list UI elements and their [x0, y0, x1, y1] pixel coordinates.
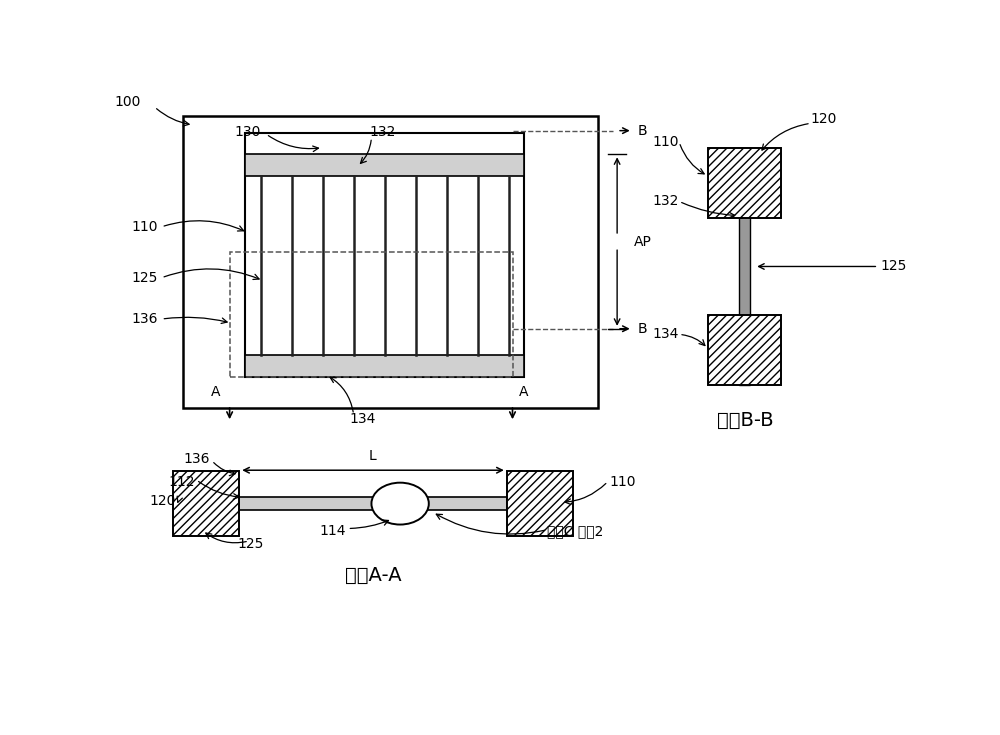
Text: 100: 100 — [114, 96, 140, 110]
Text: 134: 134 — [350, 412, 376, 426]
Text: 110: 110 — [131, 220, 158, 234]
Bar — [245, 355, 524, 377]
Bar — [173, 471, 239, 536]
Text: B: B — [638, 123, 648, 137]
Bar — [739, 148, 750, 385]
Text: 130: 130 — [234, 126, 261, 140]
Text: L: L — [369, 449, 377, 464]
Bar — [239, 498, 507, 510]
Text: 120: 120 — [811, 112, 837, 126]
Text: 120: 120 — [149, 495, 175, 509]
Text: 细节C 见图2: 细节C 见图2 — [547, 524, 604, 538]
Text: 截面A-A: 截面A-A — [345, 567, 401, 586]
Bar — [245, 134, 524, 377]
Text: AP: AP — [634, 234, 652, 248]
Text: 125: 125 — [237, 537, 264, 551]
Text: 132: 132 — [653, 194, 679, 209]
Text: 110: 110 — [609, 475, 636, 489]
Text: 125: 125 — [131, 270, 158, 284]
Text: 125: 125 — [881, 259, 907, 273]
Text: 110: 110 — [653, 135, 679, 149]
Text: 136: 136 — [131, 312, 158, 326]
Text: 112: 112 — [168, 475, 195, 489]
Circle shape — [371, 483, 429, 525]
Bar — [183, 117, 598, 408]
Bar — [708, 148, 781, 218]
Bar — [708, 315, 781, 385]
Text: A: A — [519, 385, 529, 400]
Text: B: B — [638, 322, 648, 336]
Bar — [230, 252, 512, 377]
Bar — [507, 471, 573, 536]
Bar — [245, 154, 524, 176]
Text: 134: 134 — [653, 327, 679, 341]
Text: 114: 114 — [319, 524, 346, 538]
Text: A: A — [211, 385, 220, 400]
Text: 136: 136 — [184, 452, 210, 466]
Text: 132: 132 — [369, 126, 396, 140]
Text: 截面B-B: 截面B-B — [717, 411, 773, 430]
